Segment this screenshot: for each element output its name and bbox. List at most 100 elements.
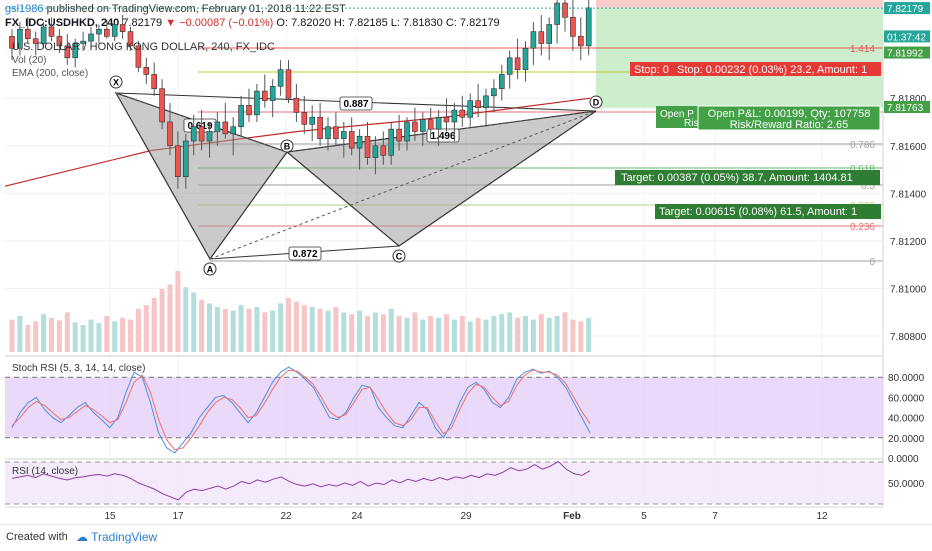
volume-bar (538, 314, 544, 352)
candle-body (435, 116, 442, 130)
volume-bar (238, 305, 244, 352)
volume-bar (459, 316, 465, 352)
stoch-axis-tick: 60.0000 (888, 393, 925, 404)
price-axis-tick: 7.81200 (890, 237, 927, 248)
candle-body (396, 128, 402, 142)
volume-bar (207, 303, 212, 352)
target1-box (615, 170, 880, 185)
volume-bar (436, 317, 442, 352)
stoch-band-fill (5, 377, 883, 438)
candle-body (506, 57, 513, 75)
candle-body (24, 28, 31, 40)
volume-bar (104, 316, 110, 352)
candle-body (348, 131, 355, 149)
candle-body (175, 145, 181, 177)
volume-bar (143, 305, 149, 352)
stoch-axis-tick: 0.0000 (888, 454, 919, 465)
volume-bar (286, 298, 291, 352)
volume-bar (278, 303, 284, 352)
created-with-label: Created with (6, 531, 68, 543)
volume-bar (112, 321, 118, 352)
volume-bar (159, 289, 165, 352)
tradingview-logo[interactable]: ☁ TradingView (76, 530, 157, 544)
candle-body (340, 131, 347, 139)
volume-bar (96, 323, 102, 352)
fib-level-label: 0 (869, 257, 875, 268)
candle-body (562, 2, 568, 18)
candle-body (96, 28, 102, 35)
volume-bar (33, 321, 39, 352)
volume-bar (199, 299, 205, 352)
published-text: published on TradingView.com, February 0… (46, 3, 346, 15)
symbol-label: FX_IDC:USDHKD, 240 (5, 17, 120, 29)
time-axis-tick: 22 (280, 511, 292, 522)
volume-bar (301, 305, 307, 352)
volume-bar (341, 312, 347, 352)
candle-body (64, 45, 71, 59)
pattern-point-marker (280, 139, 294, 153)
ema-200-line (4, 97, 591, 187)
pattern-point-label: A (207, 265, 214, 275)
volume-bar (25, 325, 31, 352)
price-axis-tick: 7.81600 (890, 142, 927, 153)
volume-bar (578, 321, 584, 352)
volume-bar (325, 310, 331, 352)
candle-body (451, 109, 458, 123)
open-value: O: 7.82020 (276, 17, 331, 29)
stop-loss-zone (596, 0, 883, 8)
candle-body (190, 126, 197, 142)
stoch-axis-tick: 80.0000 (888, 373, 925, 384)
price-axis-flag-text: 7.82179 (887, 4, 924, 15)
author-name[interactable]: gsl1986 (5, 3, 44, 15)
candle-body (222, 121, 229, 135)
volume-bar (41, 314, 47, 352)
candle-body (522, 47, 529, 70)
volume-bar (412, 312, 418, 352)
price-axis-flag-text: 01:37:42 (887, 32, 926, 43)
open-pnl-partial-2: Risk (684, 118, 704, 129)
volume-bar (183, 287, 189, 352)
volume-bar (515, 317, 521, 352)
time-axis-tick: 15 (104, 511, 116, 522)
volume-bar (222, 308, 228, 352)
candle-body (151, 74, 157, 89)
candle-body (554, 2, 560, 25)
target2-box (655, 204, 881, 219)
candle-body (356, 135, 363, 149)
rsi-axis-tick: 50.0000 (888, 479, 925, 490)
stoch-d-line (11, 369, 591, 451)
pattern-point-label: B (284, 142, 291, 152)
open-pnl-partial-box (656, 106, 702, 128)
pattern-point-marker (589, 95, 603, 109)
target1-label: Target: 0.00387 (0.05%) 38.7, Amount: 14… (621, 172, 853, 184)
volume-bar (570, 319, 576, 352)
rsi-line (11, 460, 591, 501)
stop-label-partial-box (630, 62, 675, 76)
close-value: C: 7.82179 (445, 17, 500, 29)
candle-body (293, 97, 300, 113)
volume-bar (365, 316, 370, 352)
price-change: −0.00087 (−0.01%) (179, 17, 274, 29)
candle-body (277, 69, 284, 87)
candle-body (514, 57, 521, 70)
candle-body (269, 86, 276, 101)
volume-bar (523, 316, 528, 352)
candle-body (214, 121, 221, 132)
volume-bar (380, 314, 386, 352)
candle-body (159, 88, 165, 123)
volume-bar (546, 317, 552, 352)
candle-body (48, 26, 55, 37)
pattern-point-marker (392, 249, 406, 263)
candle-body (261, 90, 268, 101)
volume-bar (554, 316, 560, 352)
volume-bar (120, 317, 126, 352)
candle-body (419, 119, 426, 132)
take-profit-zone (596, 7, 883, 108)
volume-bar (475, 317, 481, 352)
time-axis-tick: Feb (563, 511, 581, 522)
price-axis-tick: 7.81000 (890, 284, 927, 295)
price-axis-tick: 7.81400 (890, 189, 927, 200)
stop-label-box (673, 62, 881, 76)
volume-bar (586, 317, 592, 352)
